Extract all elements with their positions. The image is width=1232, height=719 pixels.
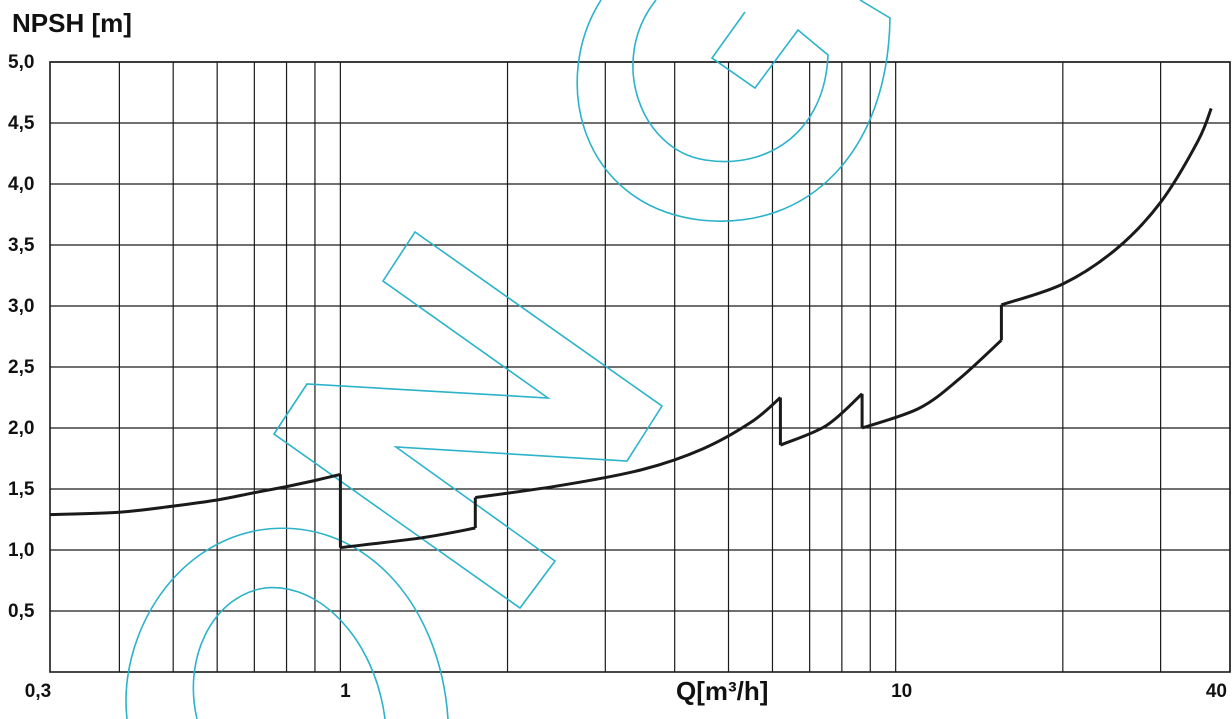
y-tick-label: 4,0 — [8, 174, 34, 195]
curve-segment — [1000, 107, 1213, 307]
x-gridlines — [118, 62, 1231, 672]
curve-segment — [861, 339, 1003, 430]
watermark-logo — [125, 0, 891, 719]
y-tick-label: 4,5 — [8, 113, 35, 134]
x-tick-label: 10 — [891, 681, 912, 702]
y-tick-label: 1,5 — [8, 479, 35, 500]
watermark-g-inner — [632, 0, 829, 163]
watermark-g-outer — [576, 0, 891, 222]
plot-frame — [49, 61, 1231, 673]
y-tick-label: 1,0 — [8, 540, 34, 561]
y-gridlines — [50, 61, 1230, 612]
y-tick-label: 2,0 — [8, 418, 34, 439]
curve-segment — [340, 526, 476, 550]
y-axis-title: NPSH [m] — [12, 8, 132, 38]
watermark-m — [272, 230, 664, 610]
y-tick-label: 3,0 — [8, 296, 34, 317]
y-tick-label: 2,5 — [8, 357, 35, 378]
curve-segment — [475, 396, 782, 499]
curve-segment — [779, 392, 864, 447]
y-tick-label: 5,0 — [8, 52, 34, 73]
y-tick-labels: 0,5 1,0 1,5 2,0 2,5 3,0 3,5 4,0 4,5 5,0 — [8, 52, 35, 622]
y-tick-label: 0,5 — [8, 601, 35, 622]
x-tick-labels: 0,3 1 10 40 — [25, 681, 1227, 702]
y-tick-label: 3,5 — [8, 235, 35, 256]
watermark-o-inner — [192, 586, 386, 719]
watermark-o-outer — [125, 527, 449, 719]
x-tick-label: 0,3 — [25, 681, 51, 702]
curve-segment — [49, 472, 341, 517]
x-tick-label: 1 — [340, 681, 351, 702]
x-tick-label: 40 — [1206, 681, 1227, 702]
npsh-curve — [49, 107, 1213, 550]
x-axis-title: Q[m³/h] — [676, 676, 768, 706]
